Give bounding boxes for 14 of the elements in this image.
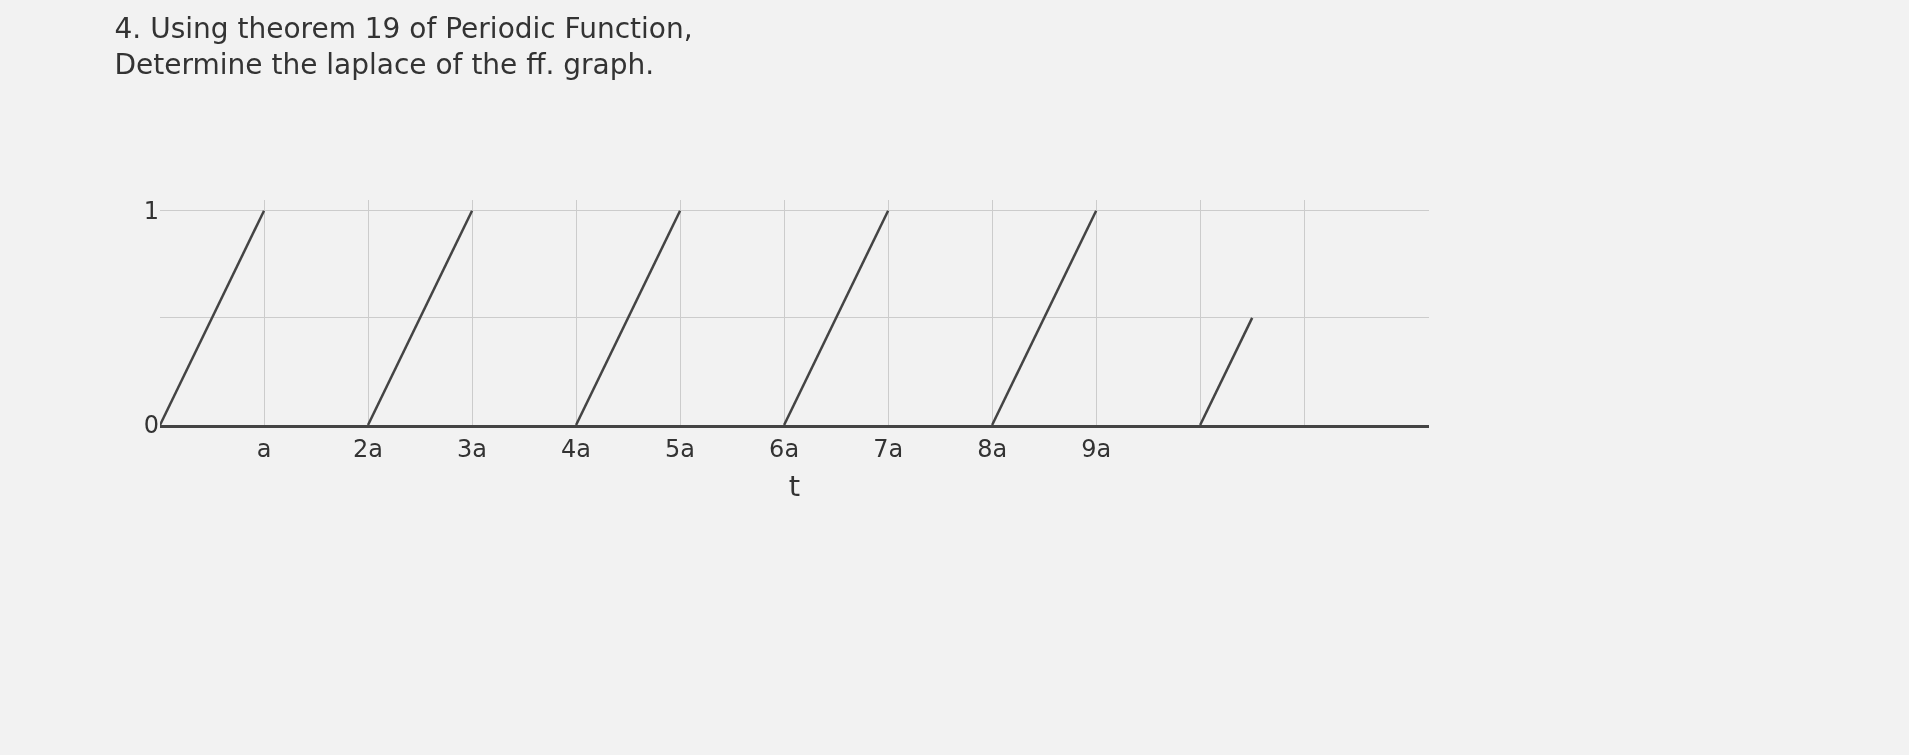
chart-title: 4. Using theorem 19 of Periodic Function, (114, 11, 693, 45)
x-tick-label: 5a (665, 434, 696, 463)
x-tick-label: 6a (769, 434, 800, 463)
x-tick-label: 2a (353, 434, 384, 463)
x-tick-label: 8a (977, 434, 1008, 463)
y-tick-label: 0 (143, 411, 159, 440)
x-tick-label: a (256, 434, 272, 463)
x-tick-label: 3a (457, 434, 488, 463)
x-tick-label: 7a (873, 434, 904, 463)
x-tick-label: 4a (561, 434, 592, 463)
x-axis-title: t (788, 469, 801, 504)
chart-subtitle: Determine the laplace of the ff. graph. (114, 48, 655, 82)
y-tick-label: 1 (143, 197, 159, 226)
x-tick-label: 9a (1081, 434, 1112, 463)
